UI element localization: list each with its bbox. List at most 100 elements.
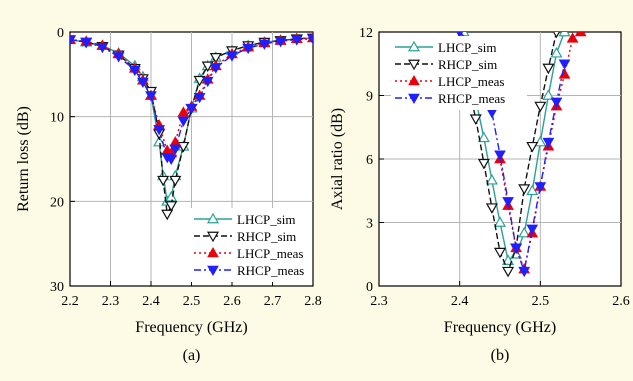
y-tick-label: 3 (366, 217, 373, 232)
data-point-RHCP_meas (137, 77, 149, 88)
legend-label-RHCP_sim: RHCP_sim (237, 229, 296, 244)
data-point-LHCP_sim (534, 135, 547, 147)
data-point-LHCP_sim (485, 173, 498, 185)
data-point-RHCP_sim (161, 209, 174, 221)
data-point-RHCP_meas (128, 65, 141, 77)
data-point-RHCP_sim (552, 32, 561, 39)
data-point-RHCP_sim (485, 203, 498, 214)
legend-label-LHCP_meas: LHCP_meas (438, 74, 504, 89)
data-point-LHCP_sim (153, 135, 166, 147)
data-point-RHCP_meas (550, 97, 563, 108)
data-point-RHCP_sim (157, 175, 170, 187)
data-point-RHCP_sim (165, 201, 178, 212)
ticks-a: 2.2 2.3 2.4 2.5 2.6 2.7 2.8 0 10 20 30 (50, 26, 322, 309)
data-point-RHCP_meas (96, 42, 109, 54)
data-point-RHCP_meas (112, 52, 125, 63)
data-point-LHCP_meas (574, 32, 587, 37)
y-tick-label: 20 (50, 195, 64, 210)
data-point-LHCP_sim (165, 190, 178, 202)
legend-marker-RHCP_sim (407, 59, 421, 71)
data-point-RHCP_meas (558, 59, 571, 70)
data-point-RHCP_meas (502, 197, 514, 208)
data-point-RHCP_sim (542, 63, 555, 75)
data-point-RHCP_sim (493, 247, 507, 259)
x-tick-label: 2.3 (102, 294, 120, 309)
data-point-RHCP_meas (518, 266, 531, 278)
series-line-RHCP_sim (467, 32, 558, 274)
y-tick-label: 0 (366, 280, 373, 295)
legend-label-RHCP_meas: RHCP_meas (438, 91, 505, 106)
legend-label-LHCP_sim: LHCP_sim (237, 212, 296, 227)
data-point-RHCP_meas (177, 116, 190, 127)
x-tick-label: 2.6 (612, 294, 630, 309)
data-point-RHCP_meas (165, 154, 178, 166)
ticks-b: 2.3 2.4 2.5 2.6 0 3 6 9 12 (359, 26, 630, 309)
legend-marker-LHCP_sim (407, 40, 421, 52)
y-tick-label: 0 (57, 26, 64, 41)
x-tick-label: 2.3 (370, 294, 388, 309)
data-point-RHCP_meas (145, 91, 157, 102)
data-point-RHCP_meas (185, 103, 198, 115)
legend-marker-LHCP_meas (207, 246, 219, 258)
data-point-RHCP_meas (80, 37, 93, 49)
data-point-RHCP_sim (526, 141, 539, 153)
data-point-RHCP_meas (456, 32, 464, 39)
x-tick-label: 2.4 (451, 294, 469, 309)
x-tick-label: 2.2 (61, 294, 79, 309)
legend-b: LHCP_sim RHCP_sim LHCP_meas RHCP_meas (391, 36, 527, 110)
series-RHCP_meas (70, 34, 313, 166)
data-point-RHCP_sim (209, 53, 222, 64)
x-tick-label: 2.4 (142, 294, 160, 309)
data-point-LHCP_sim (526, 184, 539, 196)
data-point-LHCP_sim (518, 226, 531, 238)
data-point-LHCP_meas (566, 32, 579, 43)
data-point-RHCP_sim (477, 158, 490, 170)
data-point-LHCP_sim (550, 46, 563, 58)
legend-marker-RHCP_sim (206, 231, 220, 243)
caption-b: (b) (491, 347, 510, 364)
y-tick-label: 30 (50, 280, 64, 295)
data-point-RHCP_meas (70, 35, 76, 46)
data-point-RHCP_meas (526, 224, 539, 235)
data-point-RHCP_meas (274, 37, 287, 48)
series-line-RHCP_meas (70, 38, 313, 160)
data-point-LHCP_sim (493, 216, 507, 227)
data-point-RHCP_meas (226, 51, 238, 62)
grid-a (70, 32, 313, 286)
legend-label-RHCP_meas: RHCP_meas (237, 263, 304, 278)
data-point-RHCP_meas (494, 150, 506, 161)
data-point-RHCP_meas (193, 92, 206, 104)
legend-marker-LHCP_sim (206, 212, 220, 224)
y-axis-label-b: Axial ratio (dB) (329, 108, 346, 210)
data-point-RHCP_meas (307, 34, 313, 45)
data-point-RHCP_meas (242, 43, 255, 55)
data-point-LHCP_sim (542, 89, 555, 100)
x-tick-label: 2.5 (532, 294, 550, 309)
data-point-RHCP_meas (169, 144, 182, 155)
x-tick-label: 2.7 (264, 294, 282, 309)
data-point-RHCP_meas (510, 243, 522, 254)
data-point-RHCP_meas (209, 63, 222, 74)
data-point-RHCP_meas (201, 76, 214, 88)
data-point-RHCP_meas (290, 35, 303, 46)
caption-a: (a) (183, 347, 201, 364)
data-point-RHCP_sim (502, 266, 515, 278)
panel-a-return-loss: 2.2 2.3 2.4 2.5 2.6 2.7 2.8 0 10 20 30 LHCP_sim RHC… (15, 26, 322, 364)
legend-label-LHCP_sim: LHCP_sim (438, 40, 497, 55)
data-point-RHCP_sim (469, 114, 482, 125)
data-point-LHCP_sim (558, 32, 571, 37)
y-tick-label: 12 (359, 26, 373, 41)
legend-label-RHCP_sim: RHCP_sim (438, 57, 497, 72)
legend-a: LHCP_sim RHCP_sim LHCP_meas RHCP_meas (190, 208, 312, 282)
legend-marker-RHCP_meas (207, 265, 219, 277)
data-point-RHCP_sim (193, 75, 206, 87)
legend-marker-LHCP_meas (408, 74, 420, 86)
data-point-LHCP_meas (177, 106, 190, 117)
legend-label-LHCP_meas: LHCP_meas (237, 246, 303, 261)
data-point-RHCP_sim (169, 175, 182, 187)
x-tick-label: 2.5 (183, 294, 201, 309)
data-point-RHCP_sim (518, 184, 531, 195)
data-point-RHCP_meas (542, 137, 555, 149)
